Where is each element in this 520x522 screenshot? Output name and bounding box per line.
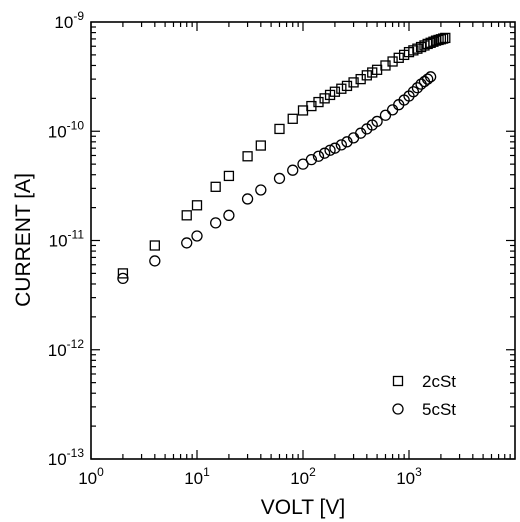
y-tick-label: 10-9	[54, 9, 84, 32]
y-tick-label: 10-11	[49, 228, 85, 251]
point-2cSt	[274, 123, 285, 135]
point-5cSt	[411, 82, 424, 94]
point-5cSt	[407, 86, 420, 98]
point-2cSt	[117, 268, 129, 279]
point-2cSt	[297, 105, 309, 116]
point-5cSt	[422, 73, 434, 85]
x-tick-label: 100	[78, 465, 104, 488]
point-5cSt	[318, 147, 331, 159]
point-5cSt	[312, 150, 325, 162]
point-5cSt	[191, 230, 203, 242]
x-axis-label: VOLT [V]	[261, 496, 345, 519]
point-5cSt	[335, 139, 347, 151]
point-5cSt	[255, 184, 267, 196]
point-2cSt	[393, 52, 404, 63]
data-points	[117, 32, 451, 285]
point-5cSt	[329, 142, 341, 154]
legend-label: 5cSt	[422, 400, 456, 419]
point-2cSt	[287, 113, 298, 124]
x-tick-label: 103	[396, 465, 422, 488]
point-5cSt	[324, 144, 336, 156]
point-2cSt	[255, 140, 266, 151]
point-2cSt	[438, 33, 449, 44]
point-2cSt	[348, 77, 359, 88]
point-2cSt	[361, 70, 372, 81]
point-5cSt	[223, 209, 235, 221]
point-2cSt	[313, 96, 324, 108]
point-5cSt	[305, 153, 318, 166]
legend-marker-2cSt	[392, 375, 404, 387]
y-axis-label: CURRENT [A]	[12, 173, 35, 307]
y-tick-label: 10-13	[48, 446, 85, 469]
point-5cSt	[149, 255, 161, 267]
point-5cSt	[386, 104, 399, 116]
y-tick-label: 10-12	[48, 337, 85, 360]
axis-ticks	[90, 22, 515, 460]
point-5cSt	[181, 237, 193, 249]
legend-marker-5cSt	[392, 403, 404, 415]
point-2cSt	[336, 83, 347, 94]
point-5cSt	[379, 109, 392, 121]
point-2cSt	[242, 151, 253, 162]
x-tick-label: 102	[290, 465, 316, 488]
point-2cSt	[341, 80, 353, 92]
y-tick-label: 10-10	[48, 118, 85, 141]
point-5cSt	[371, 115, 383, 128]
point-2cSt	[329, 86, 341, 97]
point-5cSt	[273, 172, 286, 185]
point-2cSt	[412, 43, 423, 54]
tick-labels: 100 101 102 103 10-13 10-12 10-11 10-10 10-9	[48, 9, 422, 488]
point-2cSt	[440, 32, 451, 44]
point-2cSt	[191, 200, 203, 211]
point-2cSt	[210, 181, 221, 192]
point-5cSt	[287, 164, 299, 176]
point-2cSt	[181, 210, 192, 221]
point-5cSt	[241, 193, 254, 205]
x-tick-label: 101	[184, 465, 210, 488]
legend: 2cSt 5cSt	[392, 372, 456, 419]
point-5cSt	[117, 272, 129, 285]
point-2cSt	[425, 37, 436, 48]
point-2cSt	[149, 240, 160, 251]
point-5cSt	[424, 71, 437, 83]
point-2cSt	[319, 93, 330, 104]
legend-label: 2cSt	[422, 372, 456, 391]
point-2cSt	[387, 56, 398, 67]
point-2cSt	[223, 170, 235, 182]
point-2cSt	[355, 73, 366, 85]
point-5cSt	[297, 158, 309, 170]
point-5cSt	[341, 136, 353, 148]
point-5cSt	[210, 217, 222, 229]
